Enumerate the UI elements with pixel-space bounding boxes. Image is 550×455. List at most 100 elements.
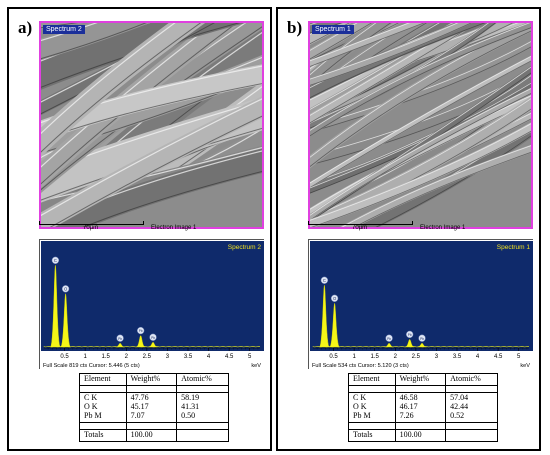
sem-fibre: [310, 23, 479, 124]
sem-fibre: [310, 40, 531, 133]
sem-fibre: [310, 23, 473, 86]
sem-fibre-shadow: [310, 46, 531, 133]
sem-fibre-highlight: [41, 23, 98, 42]
atomic-column: 58.19 41.31 0.50: [176, 392, 229, 423]
sem-fibre: [310, 87, 531, 222]
totals-empty: [445, 429, 498, 442]
spectrum-plot-area: [41, 241, 264, 351]
spectrum-peak: [319, 285, 330, 348]
sem-image: Spectrum 2: [39, 21, 264, 229]
table-spacer-row: [348, 385, 498, 393]
x-tick-label: 4.5: [494, 354, 503, 360]
sem-fibre-highlight: [41, 65, 262, 124]
scale-bar: 70µm Electron Image 1: [39, 221, 264, 233]
x-axis-unit: keV: [520, 363, 530, 369]
element-marker: [61, 285, 70, 293]
sem-fibre-shadow: [310, 30, 531, 168]
atomic-value: 57.04: [450, 393, 469, 402]
eds-spectrum-plot: Spectrum 1 C O Pb Pb Pb 0.5 1 1.5 2 2.5 3 3.5 4 4.5 5 Fu…: [309, 240, 534, 370]
sem-fibre-highlight: [41, 23, 176, 135]
spectrum-peak: [50, 265, 61, 348]
element-marker-label: Pb: [420, 337, 424, 341]
x-tick-label: 2.5: [412, 354, 421, 360]
sem-fibre-shadow: [310, 23, 478, 124]
sem-fibre-highlight: [310, 55, 531, 184]
element-marker-label: Pb: [118, 337, 122, 341]
weight-value: 47.76: [130, 393, 149, 402]
x-tick-label: 3: [435, 354, 439, 360]
x-tick-label: 5: [517, 354, 521, 360]
sem-fibre-shadow: [310, 23, 350, 45]
sem-fibre-shadow: [310, 60, 531, 189]
totals-row: Totals 100.00: [348, 429, 498, 442]
figure-panel-a: a) Spectrum 2 70µm Electron Image 1 Spec…: [7, 7, 272, 451]
scale-bar-label: 70µm: [83, 225, 99, 231]
spectrum-title: Spectrum 2: [228, 244, 262, 251]
sem-fibre-highlight: [341, 145, 531, 227]
sem-fibre-highlight: [310, 88, 531, 216]
sem-fibre-shadow: [310, 27, 531, 137]
x-tick-label: 2: [394, 354, 398, 360]
atomic-value: 0.52: [450, 411, 465, 420]
sem-fibre-highlight: [310, 23, 459, 80]
sem-fibre: [41, 96, 262, 227]
sem-fibre-shadow: [353, 151, 531, 227]
element-name: Pb M: [353, 411, 371, 420]
sem-fibre: [310, 23, 343, 34]
scale-bar: 70µm Electron Image 1: [308, 221, 533, 233]
weight-column: 47.76 45.17 7.07: [125, 392, 178, 423]
element-marker: [51, 256, 60, 264]
x-tick-label: 5: [248, 354, 252, 360]
figure-panel-b: b) Spectrum 1 70µm Electron Image 1 Spec…: [276, 7, 541, 451]
scale-bar-tick: [143, 221, 144, 225]
x-tick-label: 2.5: [143, 354, 152, 360]
sem-fibre: [310, 69, 531, 166]
sem-fibre: [310, 23, 394, 88]
weight-value: 7.07: [130, 411, 145, 420]
sem-fibre-highlight: [310, 23, 411, 62]
element-marker: [137, 326, 145, 335]
totals-row: Totals 100.00: [79, 429, 229, 442]
scale-bar-label: 70µm: [352, 225, 368, 231]
composition-table: Element Weight% Atomic% C K O K Pb M 47.…: [79, 373, 229, 442]
sem-fibre-shadow: [82, 170, 262, 227]
atomic-column: 57.04 42.44 0.52: [445, 392, 498, 423]
spectrum-baseline: [312, 346, 530, 348]
x-tick-label: 0.5: [60, 354, 69, 360]
scale-bar-tick: [308, 221, 309, 225]
scale-bar-line: [39, 224, 144, 225]
table-header: Element: [348, 373, 396, 386]
x-tick-label: 4: [207, 354, 211, 360]
sem-fibre: [310, 23, 374, 61]
sem-fibre-shadow: [41, 23, 147, 60]
element-marker: [116, 334, 124, 342]
element-marker-label: O: [64, 286, 68, 291]
weight-column: 46.58 46.17 7.26: [394, 392, 447, 423]
table-header: Element: [79, 373, 127, 386]
spectrum-region-tag: Spectrum 2: [43, 25, 85, 34]
eds-spectrum: Spectrum 2 C O Pb Pb Pb 0.5 1 1.5 2 2.5 3 3.5 4 4.5 5 Fu…: [39, 239, 265, 370]
x-tick-label: 1.5: [102, 354, 111, 360]
totals-label: Totals: [79, 429, 127, 442]
x-tick-label: 1: [83, 354, 87, 360]
sem-fibre-shadow: [310, 23, 486, 99]
table-spacer-row: [348, 422, 498, 430]
sem-fibre-shadow: [310, 130, 531, 227]
scale-bar-tick: [39, 221, 40, 225]
sem-fibre-shadow: [310, 23, 472, 86]
table-header-row: Element Weight% Atomic%: [79, 373, 229, 386]
atomic-value: 0.50: [181, 411, 196, 420]
sem-fibre: [41, 23, 206, 158]
sem-fibre-highlight: [310, 23, 358, 51]
weight-value: 7.26: [399, 411, 414, 420]
sem-fibre-highlight: [41, 98, 262, 217]
sem-fibre-highlight: [310, 23, 531, 131]
table-row: C K O K Pb M 47.76 45.17 7.07 58.19 41.3…: [79, 392, 229, 423]
totals-value: 100.00: [125, 429, 178, 442]
element-marker: [418, 334, 426, 342]
sem-fibre-highlight: [41, 23, 216, 168]
scale-bar-tick: [412, 221, 413, 225]
weight-value: 46.17: [399, 402, 418, 411]
spectrum-baseline: [43, 346, 261, 348]
sem-fibre: [310, 23, 426, 67]
